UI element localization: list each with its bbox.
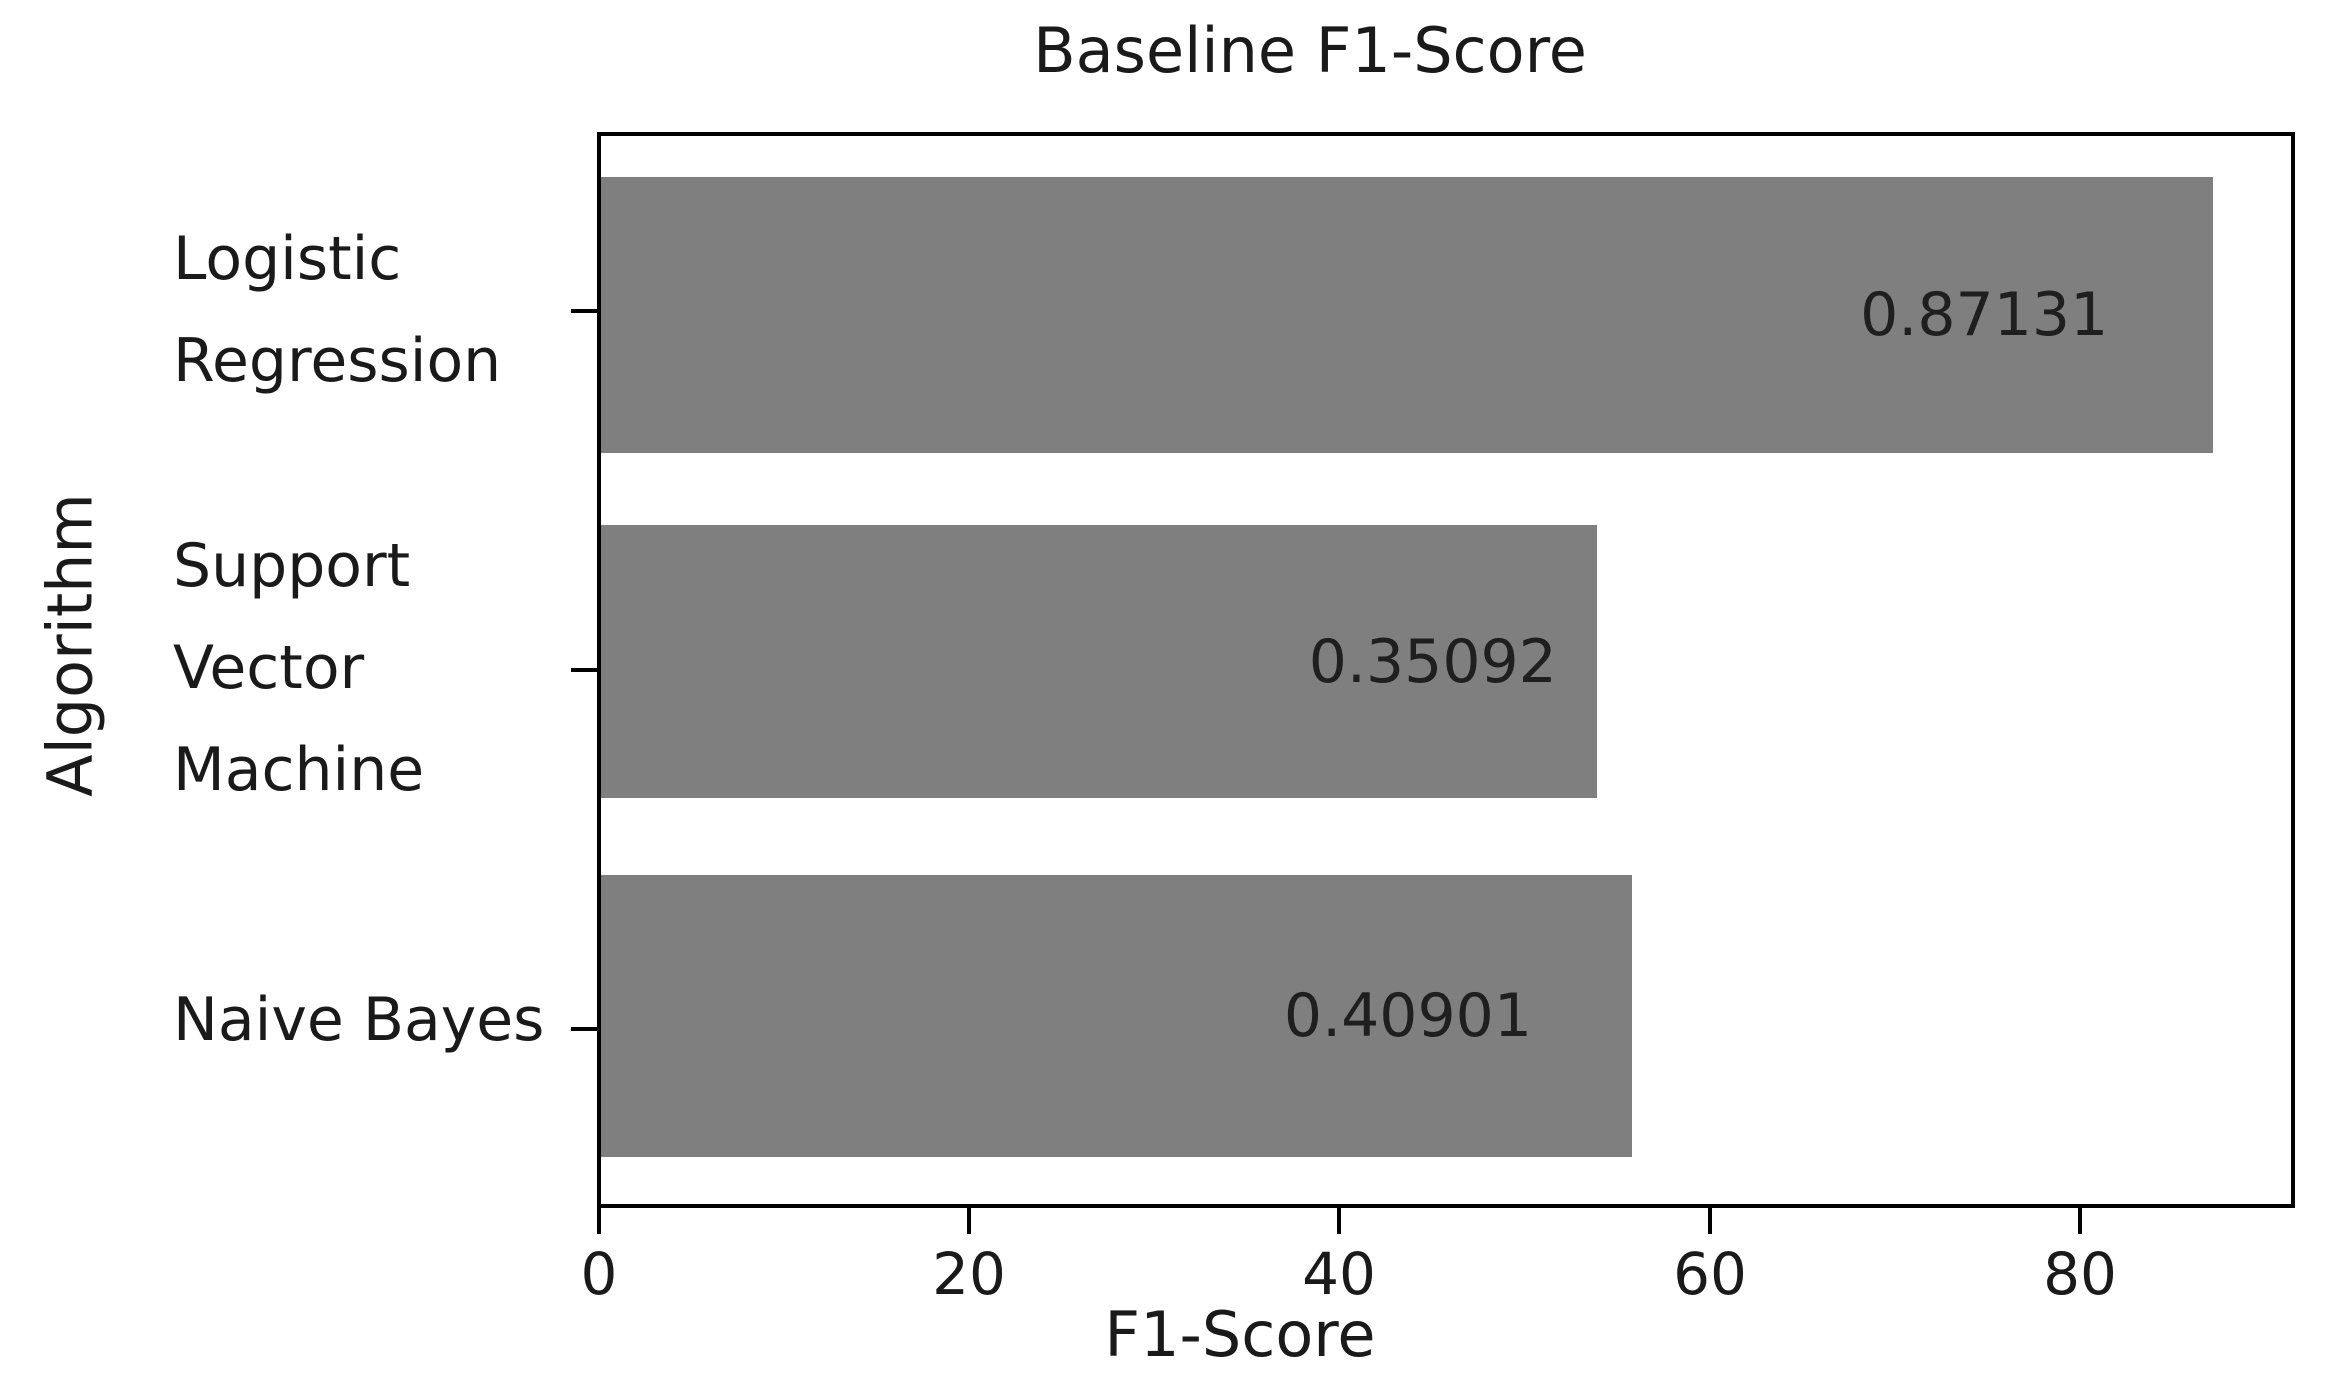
x-axis-tick (1708, 1208, 1712, 1234)
y-axis-title: Algorithm (33, 493, 107, 797)
chart-title: Baseline F1-Score (1033, 14, 1587, 87)
bar-value-label: 0.87131 (1860, 280, 2109, 350)
x-axis-tick (967, 1208, 971, 1234)
xtick-label: 0 (580, 1240, 618, 1308)
xtick-label: 60 (1673, 1240, 1747, 1308)
y-axis-tick (571, 668, 597, 672)
bar-value-label: 0.40901 (1283, 981, 1533, 1051)
bar-logistic-regression: 0.87131 (601, 177, 2214, 453)
x-axis-tick (1337, 1208, 1341, 1234)
bar-support-vector-machine: 0.35092 (601, 525, 1597, 798)
ytick-label-logistic-regression: Logistic Regression (173, 224, 502, 396)
plot-area: 0.87131 0.35092 0.40901 (597, 132, 2295, 1208)
x-axis-tick (2078, 1208, 2082, 1234)
x-axis-tick (597, 1208, 601, 1234)
xtick-label: 80 (2043, 1240, 2117, 1308)
bar-naive-bayes: 0.40901 (601, 875, 1633, 1157)
ytick-label-naive-bayes: Naive Bayes (173, 985, 545, 1055)
y-axis-tick (571, 1027, 597, 1031)
xtick-label: 20 (932, 1240, 1006, 1308)
bar-value-label: 0.35092 (1308, 626, 1557, 697)
x-axis-title: F1-Score (1104, 1298, 1376, 1371)
xtick-label: 40 (1302, 1240, 1376, 1308)
ytick-label-support-vector-machine: Support Vector Machine (173, 531, 425, 805)
y-axis-tick (571, 309, 597, 313)
